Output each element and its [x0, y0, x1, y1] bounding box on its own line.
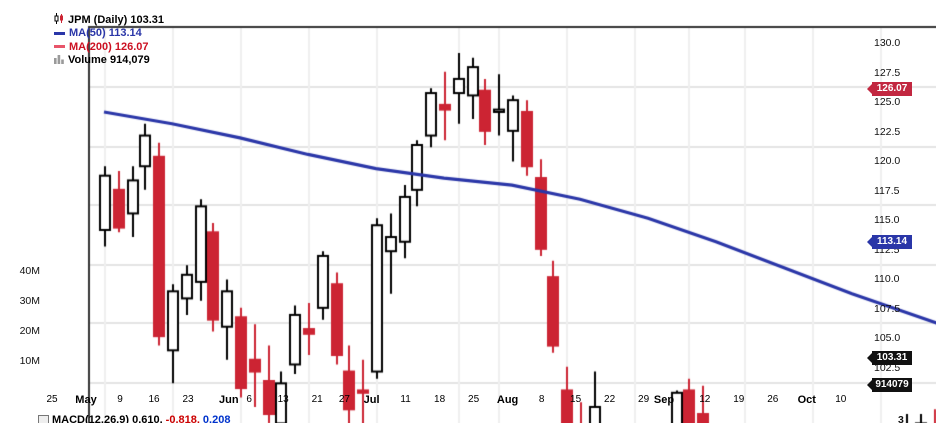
volume-tick-label: 20M [19, 325, 40, 337]
price-tick-label: 127.5 [874, 66, 901, 79]
volume-legend-label: Volume 914,079 [68, 54, 150, 67]
date-tick-label: 19 [733, 394, 745, 405]
date-tick-label: 16 [148, 394, 160, 405]
date-tick-label: 9 [117, 394, 123, 405]
last-price-badge: 103.31 [867, 350, 912, 365]
date-tick-label: Sep [653, 394, 675, 406]
price-tick-label: 130.0 [874, 37, 901, 49]
date-tick-label: Oct [797, 394, 816, 406]
date-tick-label: 8 [538, 394, 545, 405]
date-tick-label: 12 [699, 394, 711, 405]
date-tick-label: Jun [219, 394, 239, 406]
date-tick-label: May [75, 394, 97, 406]
ma200-legend: MA(200) 126.07 [54, 40, 164, 54]
symbol-legend-label: JPM (Daily) 103.31 [68, 13, 164, 26]
date-tick-label: 6 [246, 394, 252, 405]
price-tick-label: 107.5 [874, 302, 901, 315]
price-tick-label: 125.0 [874, 96, 901, 108]
date-tick-label: 27 [338, 394, 350, 405]
ma50-line-icon [54, 31, 65, 35]
ma50-legend-label: MA(50) 113.14 [69, 27, 142, 40]
macd-signal-value: -0.818, [165, 414, 200, 423]
date-tick-label: 26 [767, 394, 779, 405]
price-tick-label: 110.0 [874, 273, 900, 285]
date-tick-label: 23 [182, 394, 194, 405]
date-tick-label: 11 [400, 394, 411, 405]
price-tick-label: 120.0 [874, 155, 901, 167]
date-tick-label: 29 [638, 394, 650, 405]
date-tick-label: 25 [46, 394, 58, 405]
date-tick-label: 15 [570, 394, 582, 405]
date-tick-label: Aug [496, 394, 519, 406]
volume-tick-label: 10M [19, 355, 40, 367]
price-tick-label: 117.5 [874, 184, 900, 197]
ma200-line-icon [54, 45, 65, 49]
macd-axis-label: 3 [898, 414, 904, 423]
date-tick-label: 18 [434, 394, 446, 405]
macd-legend-marker-icon[interactable] [38, 414, 49, 423]
price-tick-label: 115.0 [874, 214, 900, 226]
ma50-legend: MA(50) 113.14 [54, 27, 164, 41]
date-tick-label: Jul [363, 394, 380, 406]
ma50-price-badge: 113.14 [867, 234, 912, 249]
date-tick-label: 13 [277, 394, 289, 405]
ma200-legend-label: MA(200) 126.07 [69, 40, 149, 53]
date-tick-label: 21 [311, 394, 323, 405]
volume-tick-label: 40M [19, 265, 40, 277]
candlestick-icon [54, 12, 64, 27]
date-tick-label: 25 [468, 394, 480, 405]
chart-legend: JPM (Daily) 103.31 MA(50) 113.14 MA(200)… [54, 12, 164, 68]
volume-bars-icon [54, 54, 64, 67]
date-tick-label: 10 [835, 394, 847, 405]
ma200-price-badge: 126.07 [867, 82, 912, 97]
volume-tick-label: 30M [19, 295, 40, 307]
macd-legend: MACD(12,26,9) 0.610, -0.818, 0.208 [38, 414, 230, 423]
volume-legend: Volume 914,079 [54, 54, 164, 68]
symbol-legend: JPM (Daily) 103.31 [54, 12, 164, 27]
price-tick-label: 105.0 [874, 332, 901, 344]
price-tick-label: 122.5 [874, 125, 901, 138]
macd-legend-label: MACD(12,26,9) 0.610, [52, 414, 163, 423]
volume-badge: 914079 [867, 378, 912, 392]
date-tick-label: 22 [604, 394, 616, 405]
macd-hist-value: 0.208 [202, 414, 231, 423]
